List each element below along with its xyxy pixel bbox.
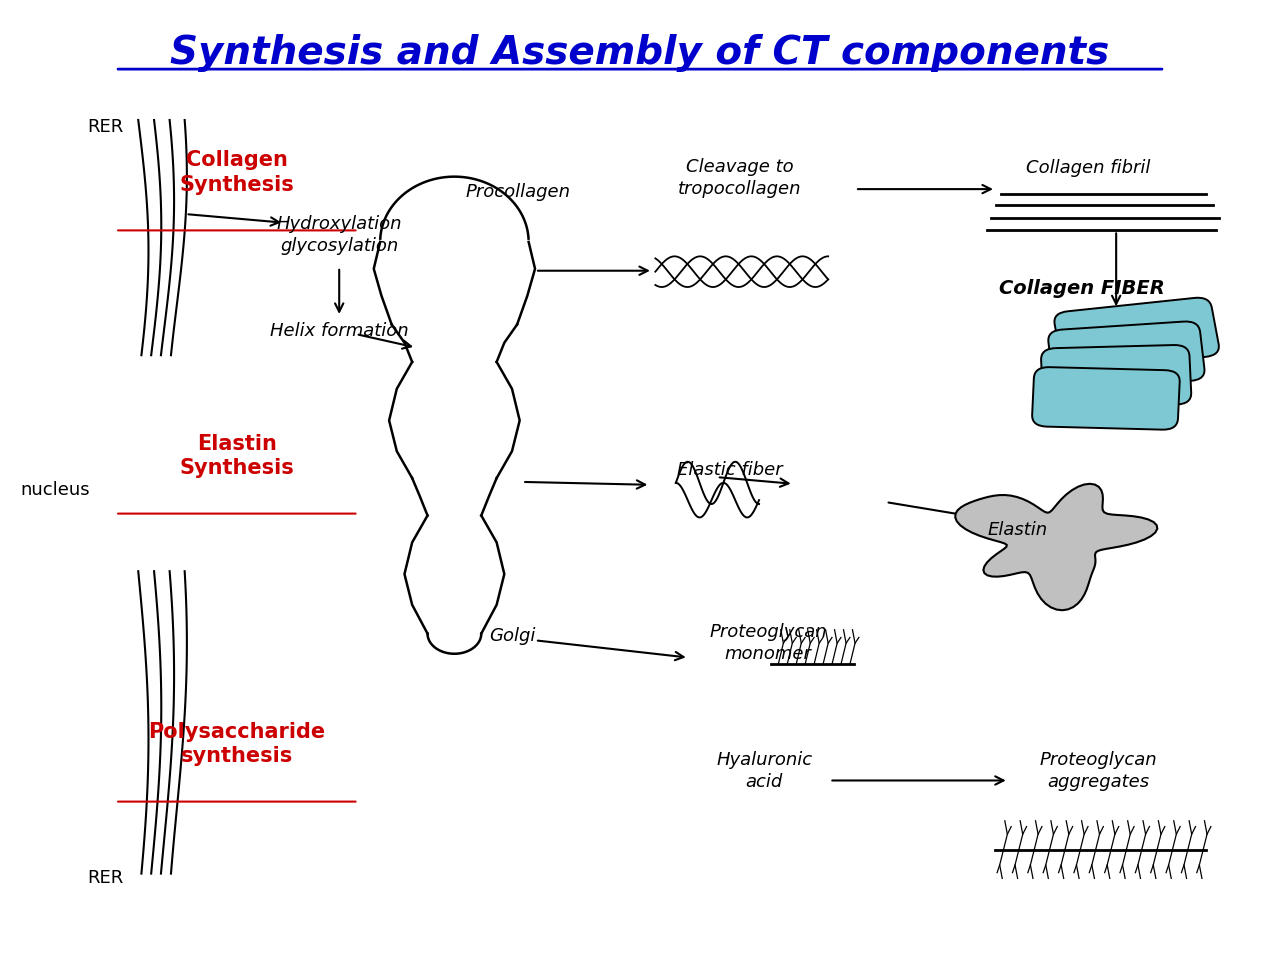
Text: Proteoglycan
aggregates: Proteoglycan aggregates [1039, 751, 1157, 791]
Text: Polysaccharide
synthesis: Polysaccharide synthesis [148, 722, 325, 766]
Text: Elastin
Synthesis: Elastin Synthesis [179, 434, 294, 478]
Text: Synthesis and Assembly of CT components: Synthesis and Assembly of CT components [170, 34, 1110, 72]
Polygon shape [955, 484, 1157, 611]
Text: Hydroxylation
glycosylation: Hydroxylation glycosylation [276, 215, 402, 255]
Text: Hyaluronic
acid: Hyaluronic acid [716, 751, 813, 791]
Text: Proteoglycan
monomer: Proteoglycan monomer [709, 623, 827, 663]
Text: Collagen fibril: Collagen fibril [1025, 159, 1151, 177]
Text: Elastic fiber: Elastic fiber [677, 462, 782, 479]
FancyBboxPatch shape [1032, 367, 1180, 430]
Text: Elastin: Elastin [988, 521, 1047, 539]
Text: RER: RER [87, 870, 123, 887]
Text: Cleavage to
tropocollagen: Cleavage to tropocollagen [678, 157, 801, 198]
FancyBboxPatch shape [1041, 345, 1192, 408]
Text: Collagen FIBER: Collagen FIBER [998, 278, 1165, 298]
Text: Helix formation: Helix formation [270, 323, 408, 340]
Text: Golgi: Golgi [489, 627, 535, 644]
Text: RER: RER [87, 118, 123, 135]
FancyBboxPatch shape [1055, 298, 1219, 371]
FancyBboxPatch shape [1048, 322, 1204, 389]
Text: nucleus: nucleus [20, 481, 90, 498]
Text: Procollagen: Procollagen [466, 183, 571, 201]
Text: Collagen
Synthesis: Collagen Synthesis [179, 151, 294, 195]
